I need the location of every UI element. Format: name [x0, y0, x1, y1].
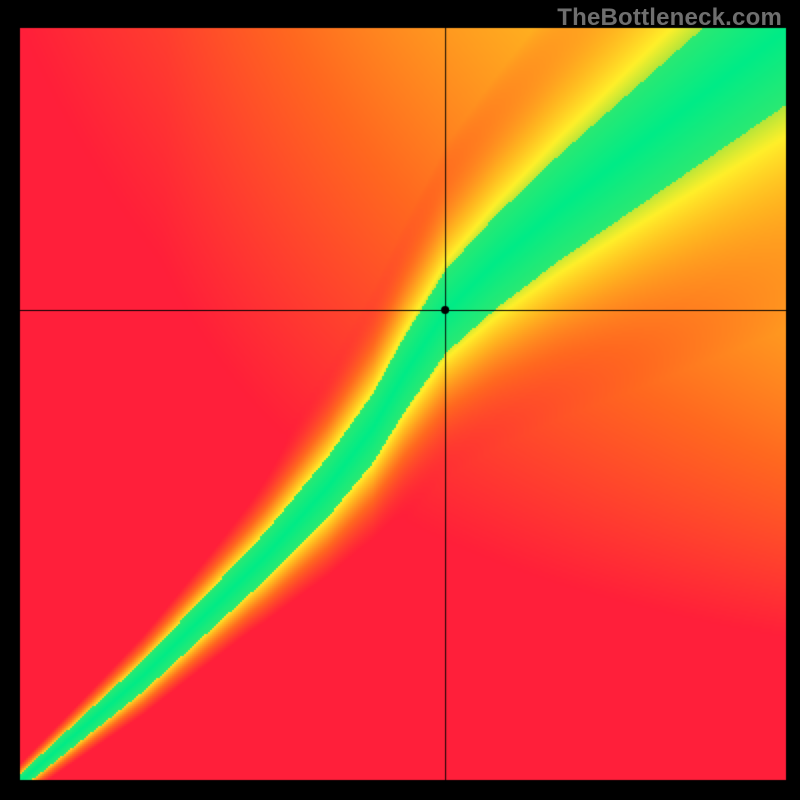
bottleneck-heatmap [0, 0, 800, 800]
watermark-text: TheBottleneck.com [557, 4, 782, 32]
